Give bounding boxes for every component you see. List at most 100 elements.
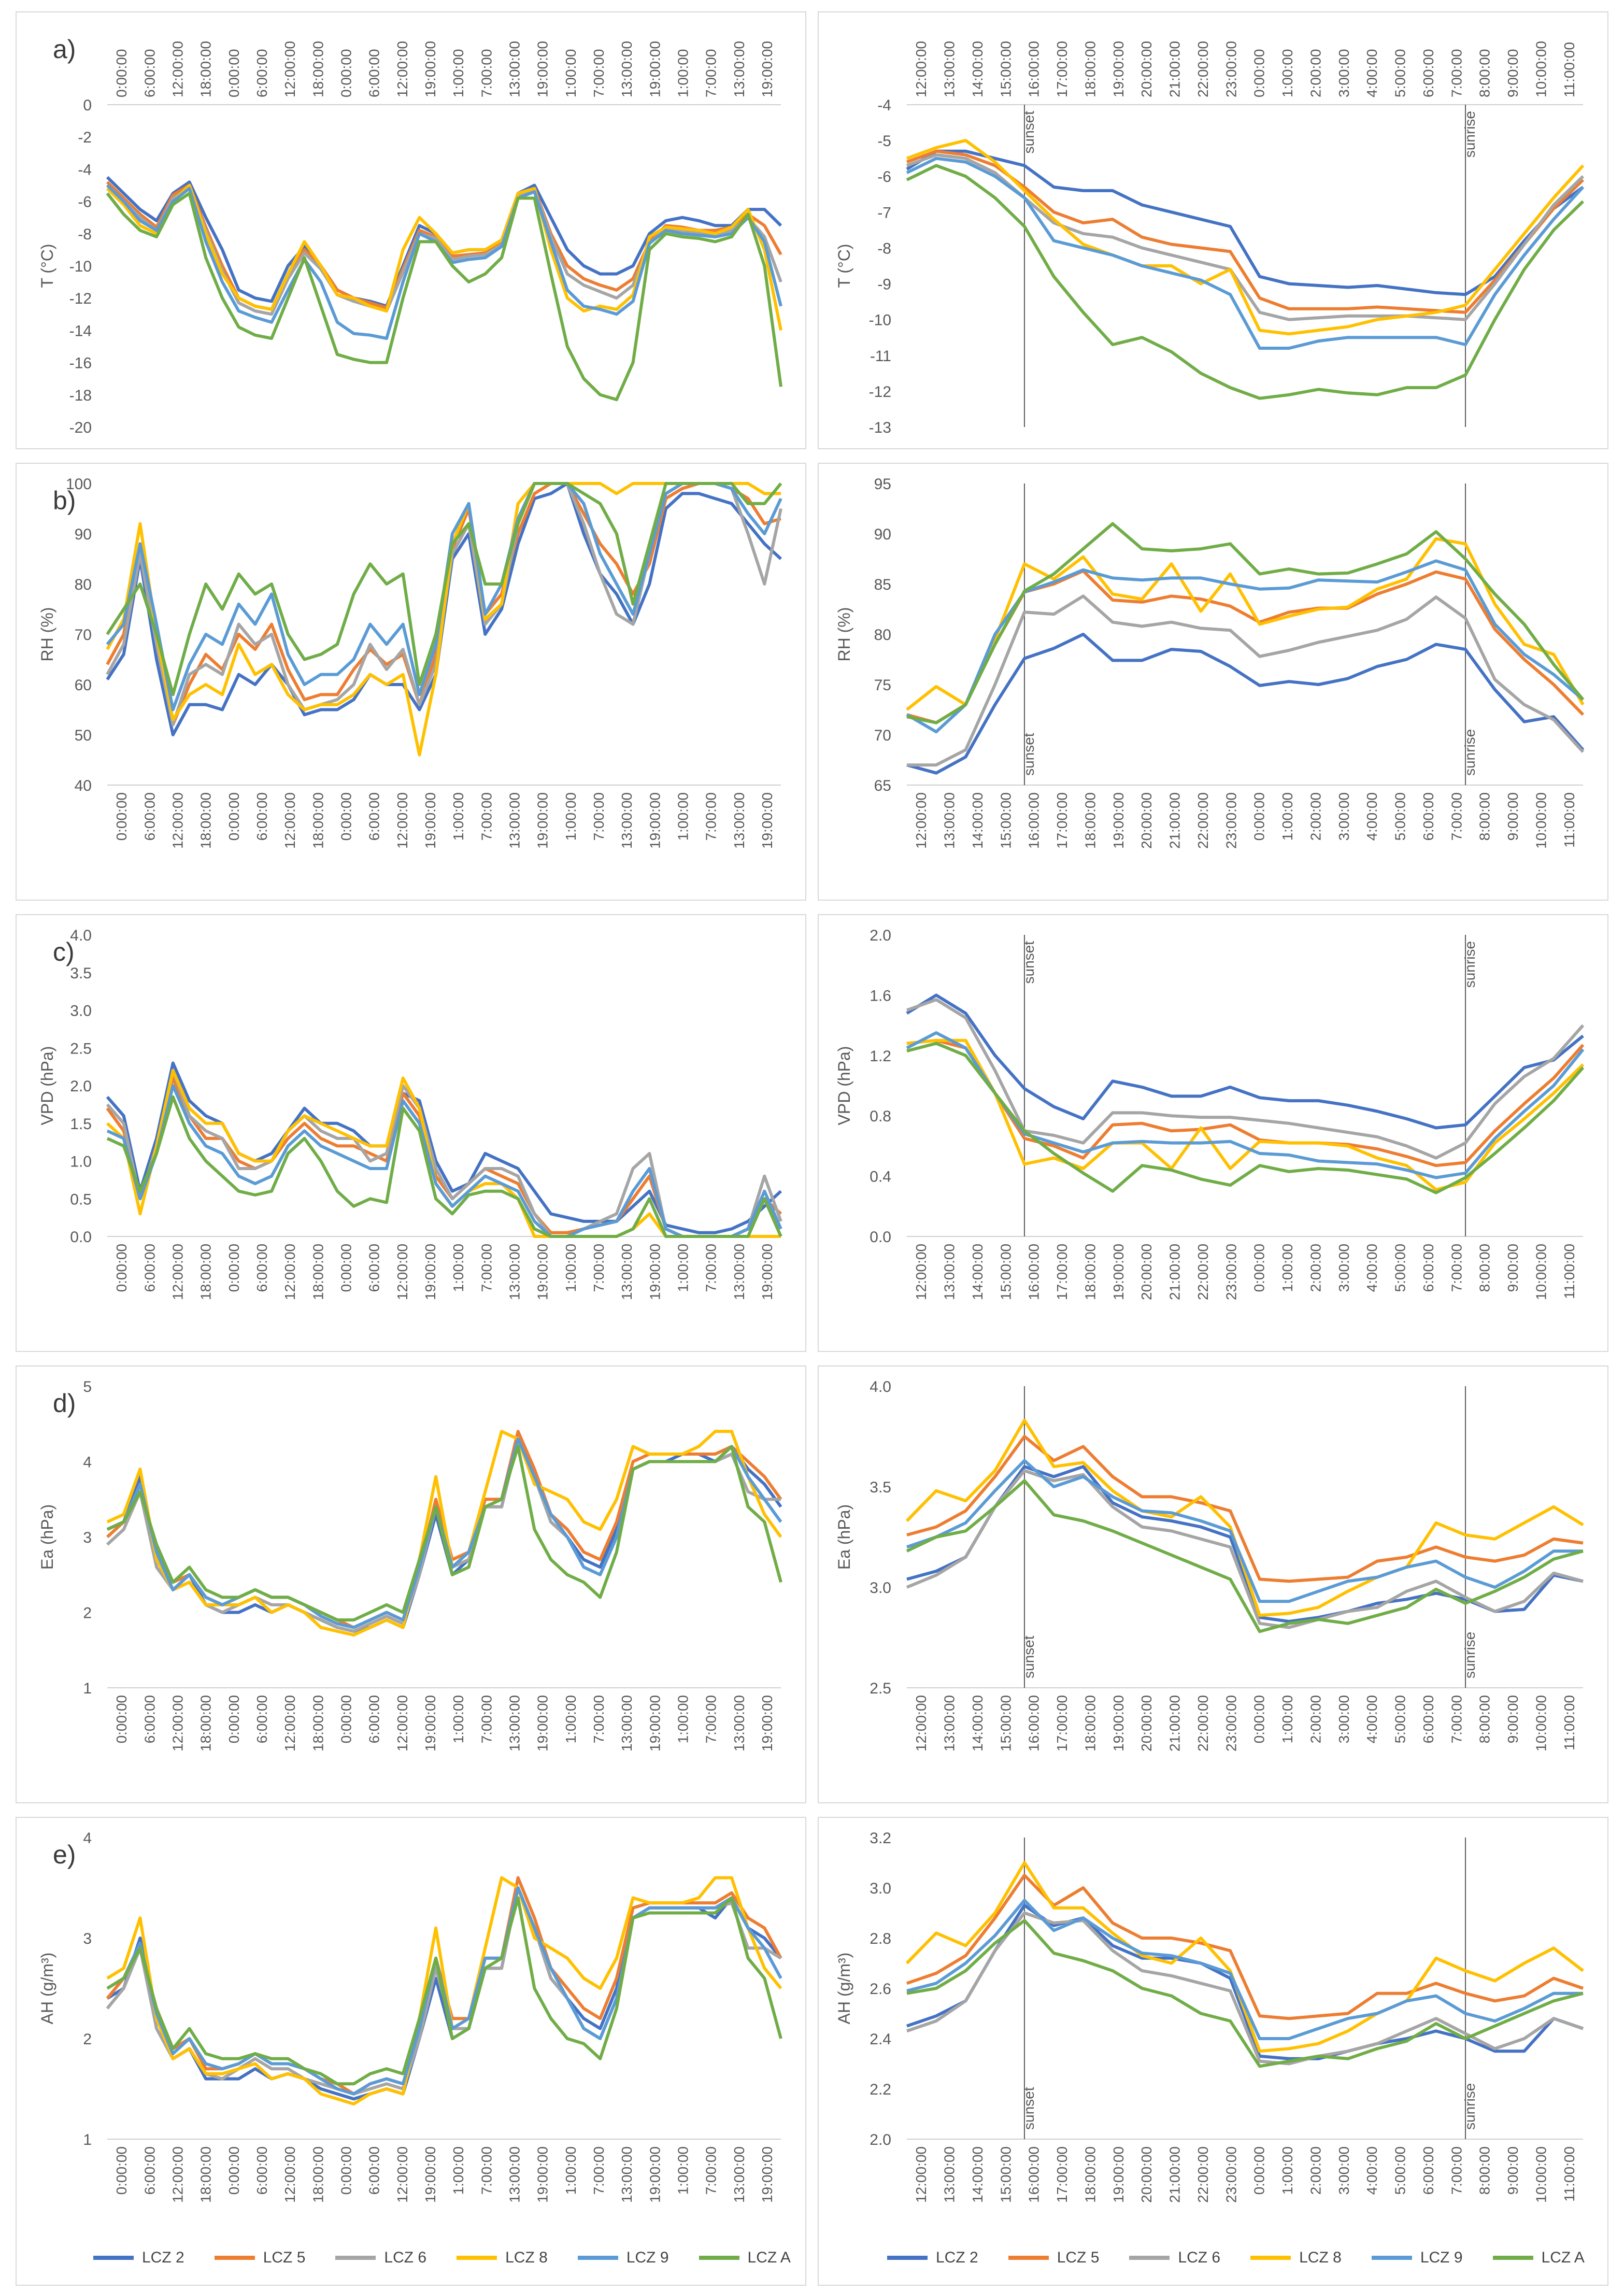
series-line-lcz8 — [906, 139, 1585, 336]
y-tick-label: 80 — [874, 627, 891, 644]
y-tick-label: -18 — [69, 387, 92, 404]
x-tick-label: 21:00:00 — [1167, 1244, 1183, 1300]
x-tick-label: 1:00:00 — [563, 1244, 579, 1292]
series-line-lcz2 — [906, 149, 1584, 296]
x-tick-label: 14:00:00 — [970, 41, 986, 97]
x-tick-label: 17:00:00 — [1054, 792, 1070, 849]
x-tick-label: 0:00:00 — [113, 1244, 130, 1292]
x-tick-label: 12:00:00 — [282, 41, 298, 97]
x-tick-label: 13:00:00 — [506, 792, 522, 849]
chart-panel-a-right: -4 -5 -6 -7 -8 -9 -10 -11 -12 -13 T (°C) 12:00:00 13… — [818, 11, 1608, 449]
x-tick-label: 1:00:00 — [563, 49, 579, 97]
x-tick-label: 3:00:00 — [1336, 1695, 1352, 1743]
x-tick-label: 1:00:00 — [563, 2146, 579, 2195]
legend-item-lcz9: LCZ 9 — [577, 2249, 669, 2267]
y-axis-label: VPD (hPa) — [835, 1046, 853, 1126]
x-tick-label: 11:00:00 — [1561, 2146, 1577, 2202]
x-tick-label: 9:00:00 — [1505, 1695, 1521, 1743]
series-line-lcz5 — [906, 1873, 1584, 2020]
x-tick-label: 6:00:00 — [366, 2146, 382, 2195]
x-tick-label: 18:00:00 — [310, 2146, 326, 2203]
x-tick-label: 6:00:00 — [366, 49, 382, 97]
x-tick-label: 6:00:00 — [141, 49, 158, 97]
x-tick-label: 13:00:00 — [506, 1695, 522, 1752]
x-tick-label: 12:00:00 — [169, 41, 186, 97]
y-axis-label: VPD (hPa) — [38, 1046, 56, 1126]
y-tick-label: -7 — [877, 204, 891, 221]
x-tick-label: 2:00:00 — [1307, 1695, 1323, 1743]
chart-c-right: 0.0 0.4 0.8 1.2 1.6 2.0 VPD (hPa) 12:00:00 13:00… — [835, 927, 1585, 1300]
x-tick-label: 16:00:00 — [1026, 41, 1042, 97]
series-line-lcz9 — [906, 559, 1584, 734]
x-tick-label: 19:00:00 — [759, 1695, 775, 1752]
x-tick-label: 20:00:00 — [1138, 1695, 1155, 1752]
x-tick-label: 8:00:00 — [1477, 1695, 1493, 1743]
x-tick-label: 0:00:00 — [338, 792, 354, 841]
x-tick-label: 9:00:00 — [1505, 792, 1521, 841]
y-tick-label: 0.4 — [870, 1169, 891, 1186]
y-tick-label: -16 — [69, 355, 92, 372]
y-tick-label: 1 — [83, 2131, 92, 2148]
x-tick-label: 20:00:00 — [1138, 1244, 1155, 1300]
x-tick-label: 20:00:00 — [1138, 792, 1155, 849]
x-tick-label: 6:00:00 — [254, 49, 270, 97]
x-tick-label: 23:00:00 — [1223, 1695, 1239, 1752]
x-tick-label: 9:00:00 — [1505, 2146, 1521, 2195]
x-tick-label: 13:00:00 — [506, 41, 522, 97]
x-tick-label: 19:00:00 — [422, 1244, 438, 1300]
x-tick-label: 12:00:00 — [282, 792, 298, 849]
x-tick-label: 4:00:00 — [1364, 49, 1380, 97]
panel-label-b: b) — [53, 486, 76, 515]
y-axis-label: Ea (hPa) — [38, 1504, 56, 1570]
legend-item-lcz5: LCZ 5 — [214, 2249, 305, 2267]
x-tick-label: 6:00:00 — [141, 792, 158, 841]
x-tick-label: 12:00:00 — [394, 1244, 410, 1300]
x-tick-label: 12:00:00 — [169, 1695, 186, 1752]
x-tick-label: 22:00:00 — [1195, 41, 1211, 97]
x-tick-label: 18:00:00 — [198, 792, 214, 849]
y-tick-label: -12 — [69, 290, 92, 307]
x-tick-label: 13:00:00 — [506, 2146, 522, 2203]
x-tick-label: 12:00:00 — [394, 792, 410, 849]
series-line-lcz8 — [106, 482, 781, 757]
series-line-lcz6 — [906, 998, 1585, 1160]
x-tick-label: 4:00:00 — [1364, 1695, 1380, 1743]
y-tick-label: 70 — [75, 627, 92, 644]
x-tick-label: 13:00:00 — [942, 1244, 958, 1300]
series-line-lcz5 — [906, 569, 1585, 724]
y-tick-label: 90 — [874, 526, 891, 543]
x-tick-label: 10:00:00 — [1533, 41, 1549, 97]
x-tick-label: 1:00:00 — [1279, 792, 1295, 841]
series-line-lcza — [106, 1896, 782, 2086]
series-line-lcz2 — [906, 633, 1585, 775]
series-line-lcz5 — [106, 1076, 782, 1238]
legend-item-lcz9: LCZ 9 — [1371, 2249, 1463, 2267]
x-tick-label: 18:00:00 — [1082, 41, 1098, 97]
x-tick-label: 17:00:00 — [1054, 1695, 1070, 1752]
x-tick-label: 4:00:00 — [1364, 2146, 1380, 2195]
x-tick-label: 1:00:00 — [1279, 1244, 1295, 1292]
x-tick-label: 13:00:00 — [731, 41, 747, 97]
chart-b-left: 40 50 60 70 80 90 100 RH (%) 0:00:00 6:00:00 12:00… — [38, 476, 782, 849]
sunset-label: sunset — [1021, 111, 1037, 154]
x-tick-label: 19:00:00 — [535, 1695, 551, 1752]
x-tick-label: 1:00:00 — [675, 1695, 691, 1743]
sunrise-label: sunrise — [1462, 729, 1478, 776]
x-tick-label: 13:00:00 — [942, 2146, 958, 2203]
y-tick-label: 2.0 — [870, 927, 891, 944]
x-tick-label: 21:00:00 — [1167, 1695, 1183, 1752]
series-line-lcz5 — [906, 1435, 1584, 1583]
series-line-lcz5 — [906, 149, 1585, 314]
x-tick-label: 6:00:00 — [254, 1244, 270, 1292]
x-tick-label: 18:00:00 — [198, 1244, 214, 1300]
x-tick-label: 20:00:00 — [1138, 2146, 1155, 2203]
x-tick-label: 7:00:00 — [591, 792, 607, 841]
x-tick-label: 12:00:00 — [282, 1695, 298, 1752]
x-tick-label: 7:00:00 — [1448, 49, 1464, 97]
legend-left: LCZ 2 LCZ 5 LCZ 6 LCZ 8 LCZ 9 LCZ A — [93, 2240, 821, 2276]
x-tick-label: 21:00:00 — [1167, 41, 1183, 97]
y-tick-label: 1.0 — [70, 1154, 92, 1171]
x-tick-label: 18:00:00 — [198, 2146, 214, 2203]
panel-label-d: d) — [53, 1389, 76, 1418]
y-tick-label: 65 — [874, 777, 891, 794]
